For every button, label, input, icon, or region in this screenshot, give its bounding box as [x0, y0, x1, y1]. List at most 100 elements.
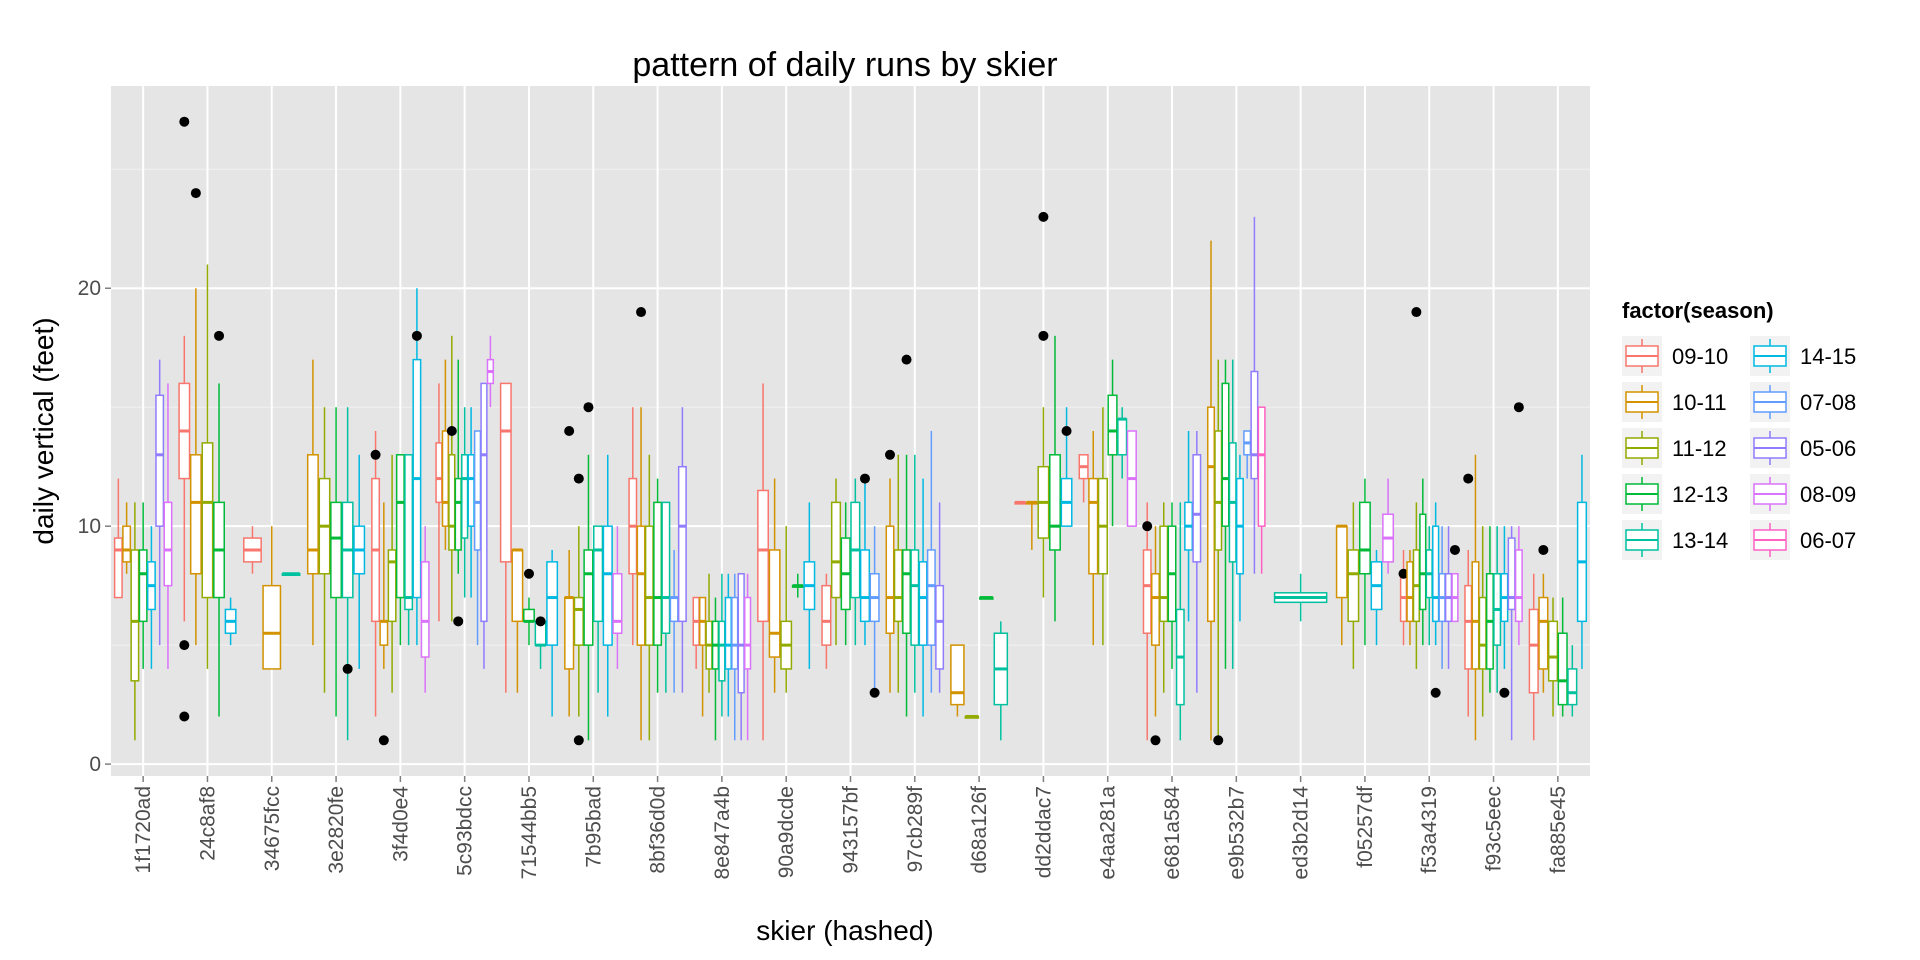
box-11-12	[573, 473, 584, 746]
legend-label: 13-14	[1672, 528, 1728, 553]
box-10-11	[1150, 526, 1161, 746]
outlier-point	[378, 735, 389, 746]
box-14-15	[602, 454, 613, 717]
outlier-point	[1430, 687, 1441, 698]
box-body	[467, 454, 475, 527]
box-body	[768, 549, 781, 658]
box-13-14	[534, 616, 547, 669]
box-body	[1107, 394, 1118, 456]
outlier-point	[411, 330, 422, 341]
box-10-11	[1471, 454, 1480, 741]
box-07-08	[473, 430, 482, 646]
outlier-point	[179, 711, 190, 722]
box-body	[743, 596, 752, 670]
box-08-09	[1126, 430, 1137, 527]
y-tick-label: 10	[78, 515, 101, 538]
x-tick-label: d68a126f	[968, 786, 991, 874]
box-body	[1335, 525, 1348, 599]
box-11-12	[780, 526, 793, 693]
outlier-point	[523, 568, 534, 579]
y-axis: 0 10 20	[78, 277, 111, 776]
box-07-08	[869, 526, 880, 698]
box-body	[130, 549, 140, 682]
box-09-10	[1078, 454, 1089, 503]
legend-item-06-07: 06-07	[1750, 520, 1856, 560]
box-body	[1088, 477, 1099, 575]
box-body	[155, 394, 165, 527]
box-body	[724, 596, 732, 670]
box-13-14	[1228, 359, 1237, 669]
chart-title: pattern of daily runs by skier	[632, 46, 1057, 84]
outlier-point	[1142, 521, 1153, 532]
x-tick-label: e9b532b7	[1225, 786, 1248, 879]
box-09-10	[499, 382, 512, 693]
box-body	[523, 608, 535, 623]
box-09-10	[435, 383, 443, 622]
legend-label: 10-11	[1672, 390, 1727, 415]
x-tick-label: 3e2820fe	[325, 786, 348, 874]
box-body	[473, 430, 482, 551]
box-12-13	[395, 454, 405, 646]
box-body	[201, 442, 214, 599]
box-11-12	[1478, 526, 1487, 717]
box-body	[859, 549, 871, 623]
legend-label: 14-15	[1800, 344, 1856, 369]
box-12-13	[1358, 478, 1371, 646]
box-11-12	[705, 573, 713, 693]
box-body	[1347, 549, 1360, 623]
box-body	[1250, 370, 1259, 480]
box-08-09	[420, 526, 430, 693]
box-body	[1464, 584, 1473, 670]
x-tick-label: 3f4d0e4	[389, 786, 412, 862]
box-body	[593, 525, 604, 623]
outlier-point	[214, 330, 225, 341]
outlier-point	[1449, 544, 1460, 555]
box-10-11	[1538, 544, 1549, 693]
box-13-14	[593, 525, 604, 693]
box-13-14	[281, 572, 301, 577]
x-tick-label: 34675fcc	[261, 786, 284, 871]
outlier-point	[370, 449, 381, 460]
x-tick-label: ed3b2d14	[1290, 786, 1313, 880]
x-axis: 1f1720ad 24c8af8 34675fcc 3e2820fe 3f4d0e4 5c…	[132, 776, 1570, 879]
box-body	[435, 442, 443, 504]
box-10-11	[885, 449, 896, 693]
box-10-11	[1335, 524, 1348, 646]
box-body	[1567, 668, 1578, 706]
box-body	[330, 501, 343, 599]
x-tick-label: f53a4319	[1418, 786, 1441, 874]
box-body	[910, 549, 920, 646]
box-body	[1221, 382, 1230, 527]
box-14-15	[1370, 549, 1383, 646]
box-12-13	[330, 407, 343, 717]
legend-label: 08-09	[1800, 482, 1856, 507]
box-10-11	[564, 426, 575, 717]
legend: factor(season) 09-10 10-11 11-12 12-13 13-14…	[1622, 298, 1856, 560]
box-10-11	[950, 644, 965, 717]
box-body	[113, 537, 123, 599]
legend-item-07-08: 07-08	[1750, 382, 1856, 422]
box-14-15	[918, 478, 928, 717]
box-body	[395, 454, 405, 599]
box-body	[448, 454, 456, 551]
box-09-10	[1142, 502, 1153, 741]
box-11-12	[830, 478, 842, 646]
box-body	[636, 525, 646, 646]
outlier-point	[1038, 211, 1049, 222]
box-body	[480, 382, 488, 623]
box-12-13	[1167, 502, 1177, 669]
box-09-10	[1014, 500, 1027, 505]
box-body	[441, 430, 450, 527]
box-10-11	[636, 307, 647, 741]
box-12-13	[1557, 597, 1568, 717]
outlier-point	[885, 449, 896, 460]
x-tick-label: 5c93bdcc	[454, 786, 477, 876]
box-body	[1406, 561, 1414, 623]
box-12-13	[1107, 359, 1118, 527]
box-10-11	[262, 526, 282, 670]
box-body	[757, 489, 770, 623]
box-14-15	[411, 288, 422, 646]
box-body	[499, 382, 512, 563]
outlier-point	[573, 735, 584, 746]
box-05-06	[1192, 431, 1202, 693]
